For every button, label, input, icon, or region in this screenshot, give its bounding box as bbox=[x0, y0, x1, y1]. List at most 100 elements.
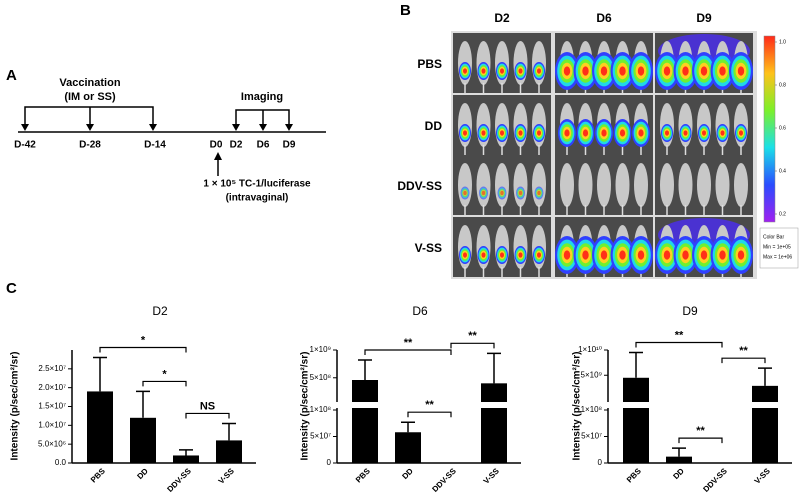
x-tick-label: V-SS bbox=[753, 466, 773, 486]
axis-break bbox=[605, 402, 793, 408]
arrowheads bbox=[21, 124, 293, 160]
y-tick-label: 1.0×10⁷ bbox=[38, 420, 66, 429]
significance-bracket bbox=[142, 380, 187, 387]
y-tick-label: 5×10⁹ bbox=[581, 370, 602, 379]
x-tick-label: DD bbox=[135, 466, 150, 481]
signal bbox=[518, 68, 523, 74]
y-tick-label: 1×10⁹ bbox=[310, 345, 331, 354]
y-tick-label: 0 bbox=[327, 458, 332, 467]
signal bbox=[737, 66, 745, 76]
signal bbox=[682, 250, 689, 260]
column-label: D9 bbox=[696, 11, 712, 25]
signal bbox=[719, 250, 726, 260]
signal bbox=[563, 66, 571, 76]
signal bbox=[563, 250, 571, 260]
signal bbox=[463, 252, 467, 258]
signal bbox=[663, 250, 671, 260]
row-label: PBS bbox=[417, 57, 442, 71]
mouse bbox=[634, 163, 648, 207]
colorbar bbox=[763, 35, 776, 223]
y-tick-label: 1×10⁸ bbox=[310, 405, 331, 414]
tumor-label: 1 × 10⁵ TC-1/luciferase bbox=[203, 179, 311, 190]
significance-bracket bbox=[721, 357, 766, 364]
error-bar bbox=[93, 356, 107, 392]
bar bbox=[752, 385, 778, 463]
imaging-label: Imaging bbox=[241, 91, 283, 103]
error-bar bbox=[487, 352, 501, 384]
significance-bracket bbox=[364, 349, 452, 355]
significance-bracket bbox=[99, 346, 187, 353]
signal bbox=[481, 68, 486, 74]
signal bbox=[518, 190, 523, 196]
y-tick-label: 1×10¹⁰ bbox=[578, 345, 602, 354]
x-tick-label: PBS bbox=[625, 466, 643, 484]
y-tick-label: 1×10⁸ bbox=[581, 405, 602, 414]
x-tick-label: DDV-SS bbox=[430, 466, 458, 494]
y-tick-label: 1.5×10⁷ bbox=[38, 402, 66, 411]
signal bbox=[683, 130, 688, 136]
y-tick-label: 0.0 bbox=[55, 458, 67, 467]
mouse bbox=[495, 163, 509, 207]
signal bbox=[700, 66, 708, 76]
mouse bbox=[615, 163, 630, 207]
bar bbox=[352, 380, 378, 463]
bar bbox=[130, 417, 156, 463]
chart-title: D2 bbox=[152, 304, 168, 318]
signal bbox=[619, 250, 626, 260]
significance-label: ** bbox=[425, 399, 434, 411]
mouse bbox=[697, 163, 711, 207]
signal bbox=[682, 66, 689, 76]
mouse bbox=[715, 163, 730, 207]
x-tick-label: PBS bbox=[89, 466, 107, 484]
colorbar-tick-label: 1.0 bbox=[779, 39, 786, 45]
signal bbox=[500, 252, 504, 258]
y-tick-label: 5×10⁷ bbox=[310, 432, 331, 441]
x-tick-label: DD bbox=[400, 466, 415, 481]
mouse bbox=[734, 163, 748, 207]
significance-label: ** bbox=[468, 330, 477, 342]
signal bbox=[700, 250, 708, 260]
significance-bracket bbox=[635, 341, 723, 348]
column-label: D2 bbox=[494, 11, 510, 25]
colorbar-legend-box bbox=[759, 227, 799, 269]
signal bbox=[481, 190, 486, 196]
significance-label: ** bbox=[696, 425, 705, 437]
significance-label: * bbox=[141, 334, 146, 346]
row-label: V-SS bbox=[415, 241, 442, 255]
panel-label: A bbox=[6, 67, 17, 84]
panel-label: C bbox=[6, 280, 17, 297]
signal bbox=[600, 66, 608, 76]
signal bbox=[665, 130, 669, 136]
y-axis-label: Intensity (p/sec/cm²/sr) bbox=[300, 352, 311, 461]
significance-bracket bbox=[185, 412, 230, 419]
signal bbox=[720, 130, 725, 136]
error-bar bbox=[222, 422, 236, 441]
error-bar bbox=[179, 449, 193, 456]
colorbar-tick-label: 0.4 bbox=[779, 168, 786, 174]
x-tick-label: DD bbox=[671, 466, 686, 481]
column-label: D6 bbox=[596, 11, 612, 25]
y-axis-label: Intensity (p/sec/cm²/sr) bbox=[10, 352, 21, 461]
error-bar bbox=[758, 367, 772, 386]
signal bbox=[500, 190, 504, 196]
significance-label: NS bbox=[200, 400, 215, 412]
bar bbox=[87, 391, 113, 463]
significance-label: ** bbox=[739, 345, 748, 357]
signal bbox=[500, 130, 504, 136]
route-label: (IM or SS) bbox=[64, 91, 116, 103]
signal bbox=[518, 130, 523, 136]
colorbar-legend: Max = 1e+06 bbox=[763, 254, 792, 260]
x-tick-label: DDV-SS bbox=[165, 466, 193, 494]
axis-break bbox=[334, 402, 522, 408]
mouse bbox=[560, 163, 574, 207]
x-tick-label: V-SS bbox=[482, 466, 502, 486]
mouse bbox=[578, 163, 593, 207]
signal bbox=[663, 66, 671, 76]
x-tick-label: DDV-SS bbox=[701, 466, 729, 494]
significance-label: * bbox=[162, 368, 167, 380]
row-label: DD bbox=[425, 119, 443, 133]
mouse bbox=[597, 163, 611, 207]
signal bbox=[719, 66, 726, 76]
signal bbox=[518, 252, 523, 258]
